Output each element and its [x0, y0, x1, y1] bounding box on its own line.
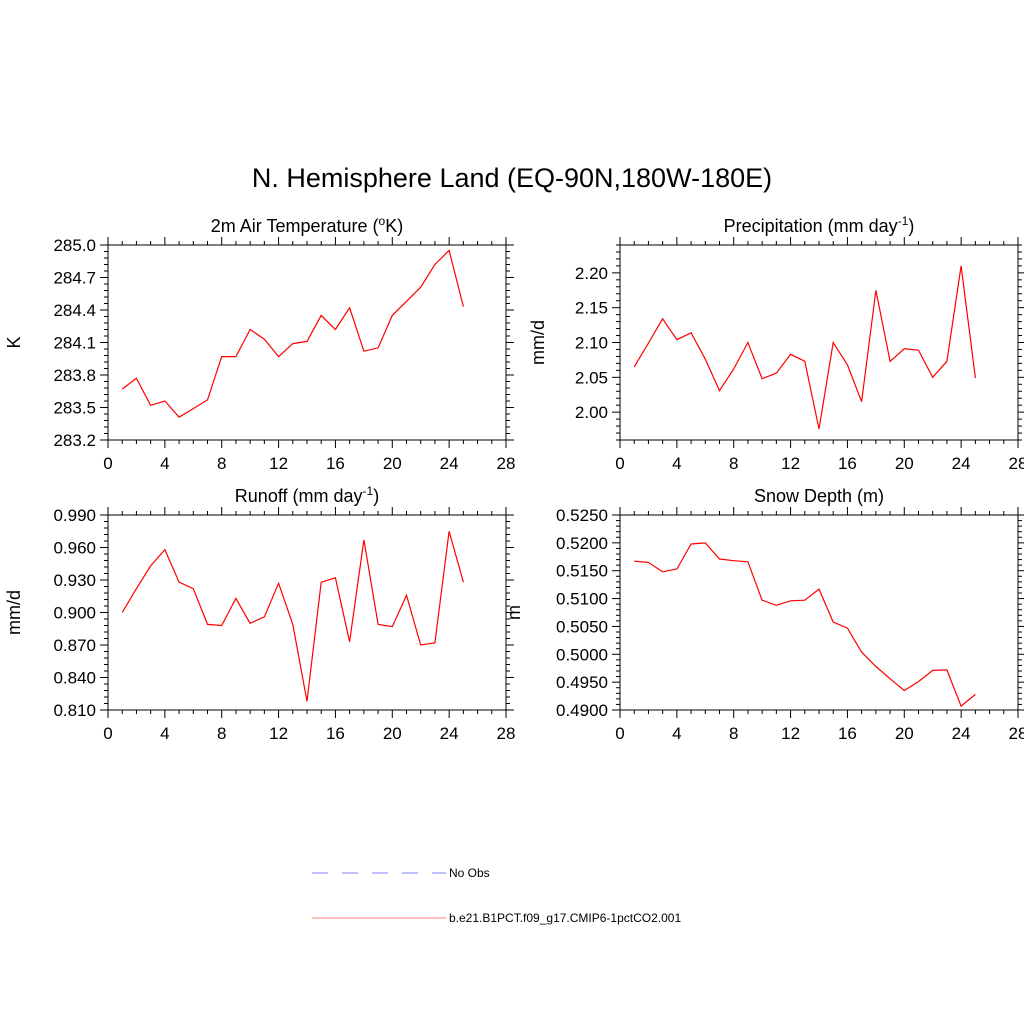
- plot-frame: [107, 244, 507, 441]
- x-tick-label: 0: [615, 724, 624, 743]
- panel-title: Precipitation (mm day-1): [724, 214, 915, 236]
- x-tick-label: 12: [781, 724, 800, 743]
- y-tick-label: 0.960: [53, 539, 96, 558]
- x-tick-label: 20: [383, 454, 402, 473]
- panel-temperature: 0 4 8 12 16 20 24 28 283.2 283.5 283.8 284.1 284.4 28…: [4, 214, 515, 473]
- series-line-model: [121, 249, 464, 418]
- plot-frame: [619, 244, 1019, 441]
- y-tick-label: 0.4900: [556, 701, 608, 720]
- y-tick-label: 284.7: [53, 269, 96, 288]
- figure-title: N. Hemisphere Land (EQ-90N,180W-180E): [251, 163, 773, 193]
- x-tick-label: 12: [269, 724, 288, 743]
- y-axis-label: mm/d: [4, 590, 24, 635]
- x-tick-label: 0: [615, 454, 624, 473]
- series-line-model: [121, 531, 464, 702]
- panel-runoff: 0 4 8 12 16 20 24 28 0.810 0.840 0.870 0.900 0.930 0.…: [4, 484, 515, 743]
- y-tick-label: 0.4950: [556, 673, 608, 692]
- x-tick-label: 12: [781, 454, 800, 473]
- y-tick-label: 283.2: [53, 431, 96, 450]
- y-tick-label: 0.810: [53, 701, 96, 720]
- x-tick-label: 8: [217, 724, 226, 743]
- x-tick-label: 4: [160, 454, 169, 473]
- series-line-model: [634, 542, 976, 708]
- y-tick-label: 0.5100: [556, 590, 608, 609]
- x-tick-label: 20: [895, 454, 914, 473]
- x-tick-label: 16: [326, 724, 345, 743]
- y-tick-label: 283.5: [53, 399, 96, 418]
- panel-title: Runoff (mm day-1): [235, 484, 379, 506]
- legend: No Obs b.e21.B1PCT.f09_g17.CMIP6-1pctCO2…: [312, 866, 681, 925]
- y-tick-label: 0.5050: [556, 617, 608, 636]
- x-tick-label: 16: [838, 724, 857, 743]
- panel-snow-depth: 0 4 8 12 16 20 24 28 0.4900 0.4950 0.5000 0.5050 0.5…: [504, 486, 1024, 743]
- x-tick-label: 24: [440, 454, 459, 473]
- panel-title: Snow Depth (m): [754, 486, 884, 506]
- y-tick-label: 0.990: [53, 506, 96, 525]
- x-tick-label: 28: [1009, 724, 1024, 743]
- x-tick-label: 20: [895, 724, 914, 743]
- y-tick-label: 2.05: [575, 368, 608, 387]
- x-tick-label: 16: [326, 454, 345, 473]
- x-tick-label: 4: [672, 724, 681, 743]
- legend-obs-label: No Obs: [449, 866, 490, 880]
- panel-precipitation: 0 4 8 12 16 20 24 28 2.00 2.05 2.10 2.15 2.20 mm/d Pre…: [528, 214, 1024, 473]
- x-tick-label: 12: [269, 454, 288, 473]
- x-tick-label: 8: [729, 724, 738, 743]
- x-tick-label: 16: [838, 454, 857, 473]
- panel-title: 2m Air Temperature (oK): [211, 214, 403, 236]
- x-tick-label: 4: [672, 454, 681, 473]
- x-tick-label: 28: [497, 454, 516, 473]
- y-axis-label: m: [504, 605, 524, 620]
- y-tick-label: 0.840: [53, 669, 96, 688]
- y-tick-label: 0.870: [53, 636, 96, 655]
- x-tick-label: 0: [103, 454, 112, 473]
- y-tick-label: 284.4: [53, 301, 96, 320]
- y-tick-label: 0.930: [53, 571, 96, 590]
- x-tick-label: 24: [952, 724, 971, 743]
- y-tick-label: 0.5250: [556, 506, 608, 525]
- y-tick-label: 285.0: [53, 236, 96, 255]
- y-tick-label: 0.900: [53, 604, 96, 623]
- y-tick-label: 0.5150: [556, 562, 608, 581]
- x-tick-label: 24: [952, 454, 971, 473]
- y-axis-label: K: [4, 336, 24, 348]
- y-tick-label: 284.1: [53, 334, 96, 353]
- x-tick-label: 0: [103, 724, 112, 743]
- x-tick-label: 8: [217, 454, 226, 473]
- y-tick-label: 2.10: [575, 334, 608, 353]
- x-tick-label: 4: [160, 724, 169, 743]
- x-tick-label: 20: [383, 724, 402, 743]
- y-tick-label: 2.00: [575, 403, 608, 422]
- x-tick-label: 28: [497, 724, 516, 743]
- plot-frame: [619, 514, 1019, 711]
- y-tick-label: 2.20: [575, 264, 608, 283]
- y-axis-label: mm/d: [528, 320, 548, 365]
- y-tick-label: 0.5200: [556, 534, 608, 553]
- plot-frame: [107, 514, 507, 711]
- x-tick-label: 24: [440, 724, 459, 743]
- y-tick-label: 283.8: [53, 366, 96, 385]
- legend-model-label: b.e21.B1PCT.f09_g17.CMIP6-1pctCO2.001: [449, 911, 681, 925]
- x-tick-label: 8: [729, 454, 738, 473]
- x-tick-label: 28: [1009, 454, 1024, 473]
- y-tick-label: 0.5000: [556, 645, 608, 664]
- series-line-model: [633, 265, 976, 430]
- y-tick-label: 2.15: [575, 299, 608, 318]
